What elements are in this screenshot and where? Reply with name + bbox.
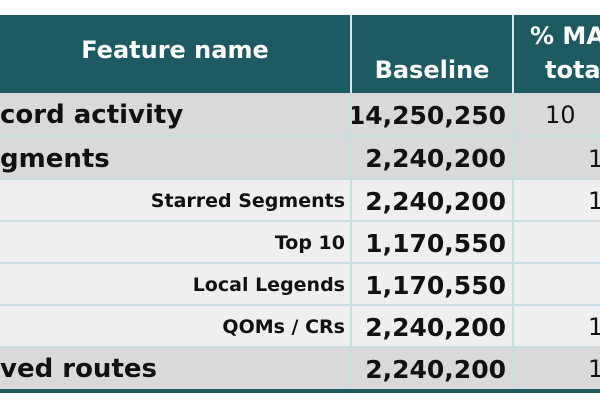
row <box>0 264 600 306</box>
col-divider <box>350 180 352 222</box>
sub-feature-name: Starred Segments <box>150 190 345 212</box>
col-divider <box>350 264 352 306</box>
pct-value: 1 <box>588 187 600 215</box>
pct-value: 1 <box>588 313 600 341</box>
baseline-value: 2,240,200 <box>365 186 506 216</box>
col-divider <box>512 222 514 264</box>
baseline-value: 1,170,550 <box>365 228 506 258</box>
header-feature: Feature name <box>81 36 269 64</box>
pct-value: 10 <box>545 101 576 129</box>
feature-name: ved routes <box>0 354 157 384</box>
row <box>0 306 600 348</box>
pct-value: 1 <box>588 144 600 173</box>
row <box>0 222 600 264</box>
baseline-value: 1,170,550 <box>365 270 506 300</box>
col-divider <box>350 222 352 264</box>
baseline-value: 2,240,200 <box>365 312 506 342</box>
sub-feature-name: Local Legends <box>192 274 345 296</box>
col-divider <box>512 306 514 348</box>
row <box>0 137 600 180</box>
col-divider <box>512 180 514 222</box>
col-divider <box>350 306 352 348</box>
col-divider <box>512 137 514 180</box>
header-pct: % MA <box>530 22 600 50</box>
header-pct: tota <box>545 56 600 84</box>
sub-feature-name: Top 10 <box>274 232 345 254</box>
baseline-value: 2,240,200 <box>365 354 506 384</box>
feature-name: cord activity <box>0 100 184 130</box>
header-baseline: Baseline <box>374 56 490 84</box>
header-divider <box>512 15 514 93</box>
bottom-border <box>0 389 600 393</box>
col-divider <box>350 93 352 137</box>
header-divider <box>350 15 352 93</box>
pct-value: 1 <box>588 355 600 383</box>
col-divider <box>512 93 514 137</box>
col-divider <box>512 348 514 390</box>
row <box>0 93 600 137</box>
col-divider <box>512 264 514 306</box>
header-row <box>0 15 600 93</box>
row <box>0 180 600 222</box>
col-divider <box>350 137 352 180</box>
col-divider <box>350 348 352 390</box>
baseline-value: 14,250,250 <box>352 100 506 130</box>
sub-feature-name: QOMs / CRs <box>222 316 345 338</box>
feature-name: gments <box>0 143 110 174</box>
baseline-value: 2,240,200 <box>365 144 506 173</box>
